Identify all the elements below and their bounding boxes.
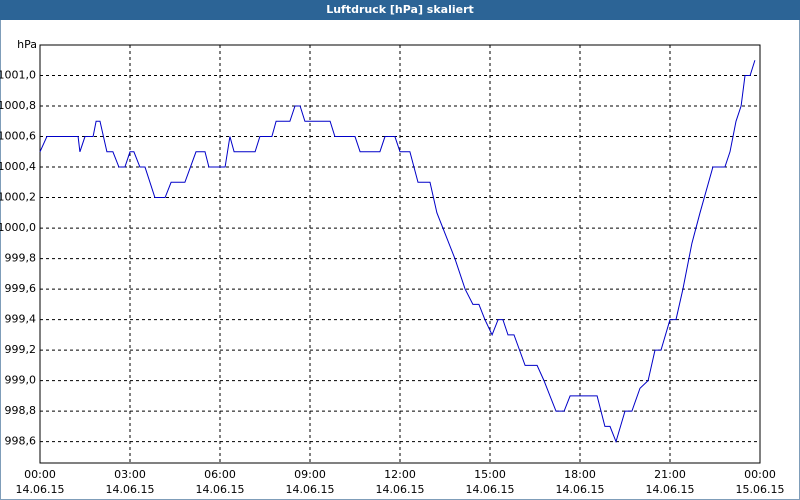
y-unit-label: hPa xyxy=(17,38,37,51)
x-tick-date: 14.06.15 xyxy=(646,483,695,496)
y-tick-label: 1000,2 xyxy=(0,191,36,204)
line-series xyxy=(39,60,756,444)
y-tick-label: 999,2 xyxy=(5,343,37,356)
chart-title: Luftdruck [hPa] skaliert xyxy=(326,3,474,16)
x-tick-date: 14.06.15 xyxy=(376,483,425,496)
x-tick-label: 12:00 xyxy=(384,468,416,481)
x-tick-date: 14.06.15 xyxy=(556,483,605,496)
x-tick-label: 00:00 xyxy=(744,468,776,481)
y-tick-label: 1000,8 xyxy=(0,99,36,112)
y-tick-label: 999,6 xyxy=(5,282,37,295)
x-tick-label: 00:00 xyxy=(24,468,56,481)
y-tick-label: 999,4 xyxy=(5,313,37,326)
x-tick-label: 21:00 xyxy=(654,468,686,481)
x-tick-date: 14.06.15 xyxy=(196,483,245,496)
x-tick-label: 09:00 xyxy=(294,468,326,481)
y-tick-label: 1000,6 xyxy=(0,130,36,143)
y-tick-label: 998,6 xyxy=(5,435,37,448)
y-tick-label: 1001,0 xyxy=(0,69,36,82)
x-tick-date: 14.06.15 xyxy=(286,483,335,496)
y-tick-label: 999,0 xyxy=(5,374,37,387)
y-tick-label: 1000,4 xyxy=(0,160,36,173)
y-tick-label: 999,8 xyxy=(5,252,37,265)
x-tick-label: 06:00 xyxy=(204,468,236,481)
y-tick-label: 1000,0 xyxy=(0,221,36,234)
plot-border xyxy=(39,44,761,464)
y-tick-label: 998,8 xyxy=(5,404,37,417)
title-bar xyxy=(0,0,800,20)
x-tick-date: 15.06.15 xyxy=(736,483,785,496)
x-tick-date: 14.06.15 xyxy=(106,483,155,496)
x-tick-label: 15:00 xyxy=(474,468,506,481)
x-tick-label: 03:00 xyxy=(114,468,146,481)
x-tick-date: 14.06.15 xyxy=(466,483,515,496)
x-tick-date: 14.06.15 xyxy=(16,483,65,496)
x-tick-label: 18:00 xyxy=(564,468,596,481)
